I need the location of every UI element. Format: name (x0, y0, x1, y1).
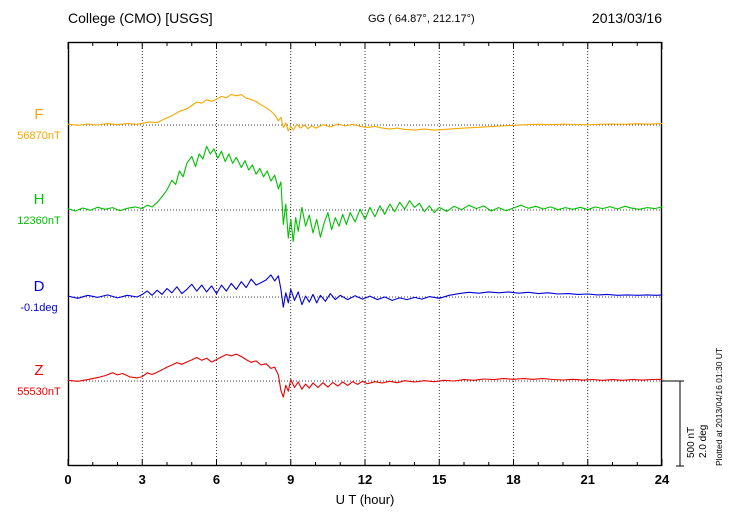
x-tick-label: 21 (581, 472, 595, 487)
scale-bar-nt-label: 500 nT (686, 426, 697, 458)
x-tick-label: 15 (432, 472, 446, 487)
x-tick-label: 0 (64, 472, 71, 487)
trace-Z (67, 353, 663, 398)
x-tick-label: 18 (506, 472, 520, 487)
x-tick-label: 12 (358, 472, 372, 487)
series-letter-D: D (34, 278, 45, 295)
series-letter-F: F (34, 106, 43, 123)
x-tick-label: 6 (213, 472, 220, 487)
series-baseline-value-D: -0.1deg (20, 302, 57, 314)
series-letter-Z: Z (34, 362, 43, 379)
series-letter-H: H (34, 191, 45, 208)
series-baseline-value-F: 56870nT (17, 130, 61, 142)
plot-date: 2013/03/16 (591, 10, 662, 26)
trace-D (67, 274, 663, 308)
x-tick-label: 24 (655, 472, 670, 487)
x-tick-label: 9 (287, 472, 294, 487)
series-baseline-value-H: 12360nT (17, 215, 61, 227)
scale-bar-deg-label: 2.0 deg (698, 424, 709, 458)
geographic-coordinates: GG ( 64.87°, 212.17°) (368, 13, 475, 25)
trace-H (67, 145, 663, 242)
series-baseline-value-Z: 55530nT (17, 386, 61, 398)
plotted-at-note: Plotted at 2013/04/16 01:30 UT (714, 347, 724, 466)
station-title: College (CMO) [USGS] (68, 10, 213, 26)
x-axis-title: U T (hour) (335, 492, 395, 507)
trace-F (67, 93, 663, 132)
x-tick-label: 3 (139, 472, 146, 487)
